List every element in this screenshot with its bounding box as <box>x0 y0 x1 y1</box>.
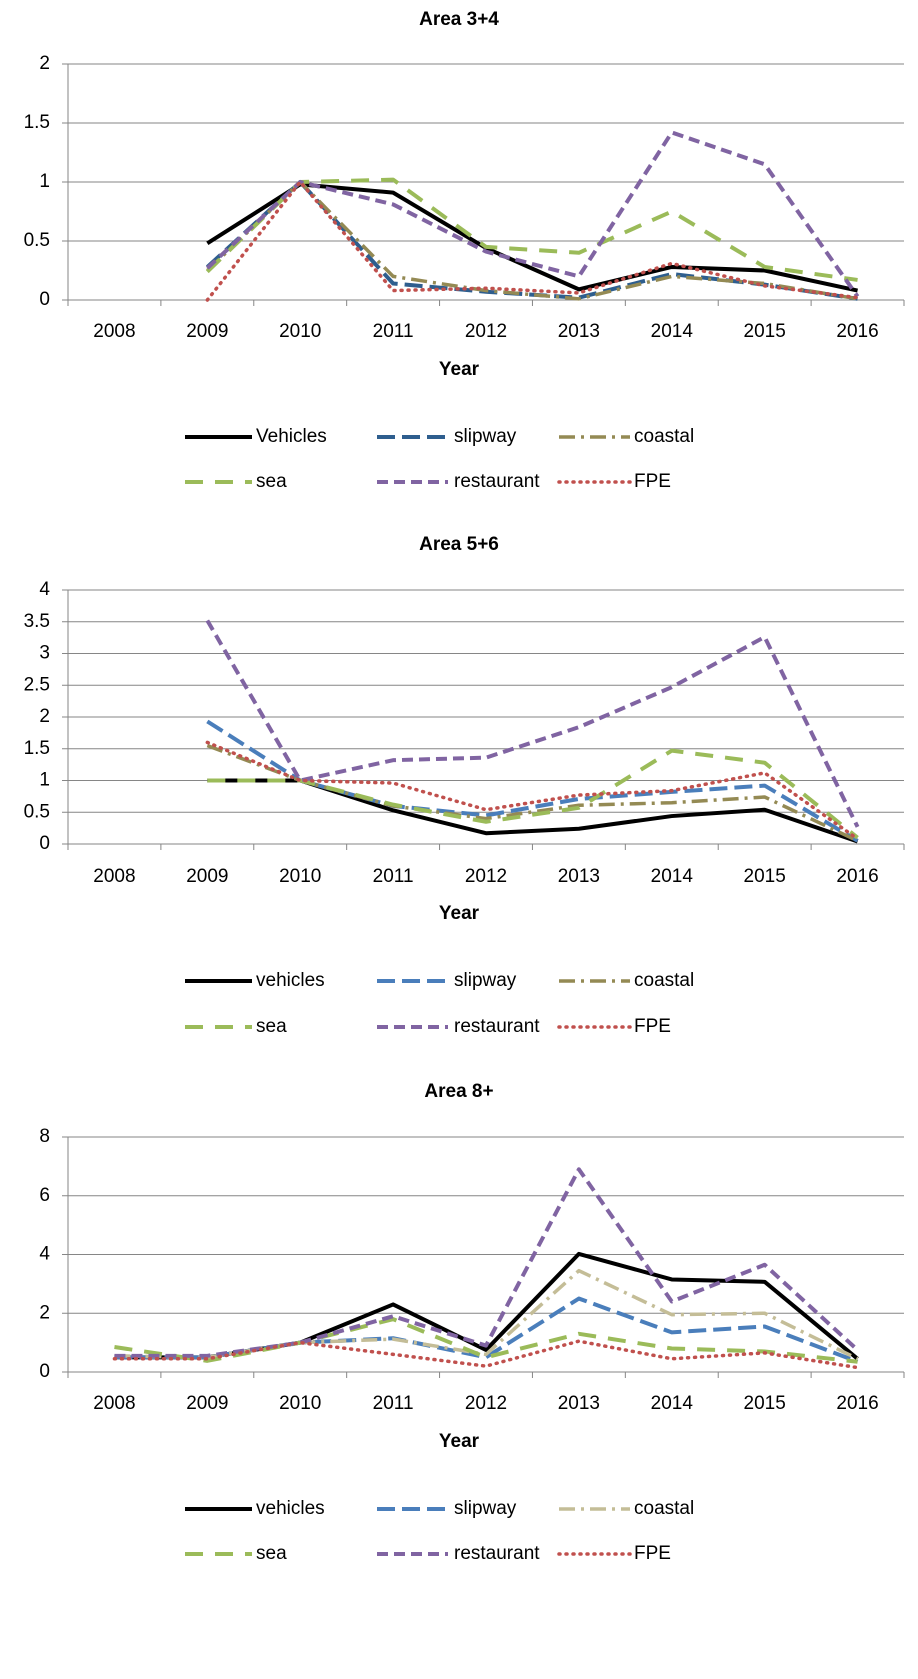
legend-label: FPE <box>634 1016 671 1037</box>
y-tick-label: 1.5 <box>24 738 50 759</box>
legend-label: restaurant <box>454 471 540 492</box>
legend-label: Vehicles <box>256 426 327 447</box>
legend-label: vehicles <box>256 1498 325 1519</box>
series-line <box>206 180 858 301</box>
x-tick-label: 2016 <box>836 866 878 887</box>
y-tick-label: 0.5 <box>24 230 50 251</box>
x-tick-label: 2012 <box>465 866 507 887</box>
x-tick-label: 2009 <box>186 866 228 887</box>
x-tick-label: 2016 <box>836 321 878 342</box>
y-tick-label: 2.5 <box>24 674 50 695</box>
x-tick-label: 2011 <box>373 321 414 342</box>
legend-label: vehicles <box>256 970 325 991</box>
y-tick-label: 1 <box>39 171 50 192</box>
y-tick-label: 4 <box>39 1244 50 1265</box>
legend-label: coastal <box>634 426 694 447</box>
x-axis-title: Year <box>439 903 480 924</box>
y-tick-label: 8 <box>39 1126 50 1147</box>
series-line <box>206 182 858 293</box>
legend-label: slipway <box>454 1498 517 1519</box>
series-line <box>207 748 859 840</box>
y-tick-label: 3.5 <box>24 611 50 632</box>
y-tick-label: 0.5 <box>24 801 50 822</box>
series-line <box>114 1167 859 1358</box>
legend-label: restaurant <box>454 1543 540 1564</box>
x-tick-label: 2016 <box>836 1393 878 1414</box>
x-tick-label: 2011 <box>373 866 414 887</box>
x-tick-label: 2013 <box>558 866 600 887</box>
y-tick-label: 1 <box>39 770 50 791</box>
x-tick-label: 2012 <box>465 1393 507 1414</box>
series-line <box>206 743 859 843</box>
series-line <box>205 130 860 298</box>
y-tick-label: 0 <box>39 1361 50 1382</box>
x-tick-label: 2008 <box>93 1393 135 1414</box>
x-tick-label: 2014 <box>651 321 694 342</box>
series-line <box>112 1339 860 1370</box>
x-tick-label: 2008 <box>93 321 135 342</box>
x-tick-label: 2013 <box>558 1393 600 1414</box>
y-tick-label: 4 <box>39 579 50 600</box>
x-tick-label: 2012 <box>465 321 507 342</box>
x-tick-label: 2008 <box>93 866 135 887</box>
series-line <box>114 1317 858 1364</box>
y-tick-label: 1.5 <box>24 112 50 133</box>
legend-label: slipway <box>454 426 517 447</box>
series-line <box>205 180 858 301</box>
x-tick-label: 2011 <box>373 1393 414 1414</box>
legend-label: sea <box>256 471 287 492</box>
x-tick-label: 2010 <box>279 321 321 342</box>
y-tick-label: 6 <box>39 1185 50 1206</box>
y-tick-label: 2 <box>39 53 50 74</box>
series-line <box>205 180 860 302</box>
x-tick-label: 2009 <box>186 1393 228 1414</box>
y-tick-label: 3 <box>39 643 50 664</box>
y-tick-label: 0 <box>39 289 50 310</box>
legend-label: sea <box>256 1016 287 1037</box>
x-tick-label: 2015 <box>744 1393 786 1414</box>
chart-title: Area 5+6 <box>419 534 499 555</box>
x-tick-label: 2009 <box>186 321 228 342</box>
series-line <box>207 778 859 844</box>
legend-label: coastal <box>634 1498 694 1519</box>
x-tick-label: 2014 <box>651 866 694 887</box>
x-tick-label: 2013 <box>558 321 600 342</box>
legend-label: FPE <box>634 471 671 492</box>
x-axis-title: Year <box>439 359 480 380</box>
x-axis-title: Year <box>439 1431 480 1452</box>
x-tick-label: 2010 <box>279 1393 321 1414</box>
x-tick-label: 2015 <box>744 866 786 887</box>
x-tick-label: 2010 <box>279 866 321 887</box>
y-tick-label: 2 <box>39 1302 50 1323</box>
legend-label: coastal <box>634 970 694 991</box>
legend-label: slipway <box>454 970 517 991</box>
x-tick-label: 2014 <box>651 1393 694 1414</box>
chart-title: Area 8+ <box>424 1081 493 1102</box>
legend-label: restaurant <box>454 1016 540 1037</box>
legend-label: FPE <box>634 1543 671 1564</box>
chart-title: Area 3+4 <box>419 9 499 30</box>
legend-label: sea <box>256 1543 287 1564</box>
series-line <box>205 740 860 841</box>
y-tick-label: 2 <box>39 706 50 727</box>
y-tick-label: 0 <box>39 833 50 854</box>
x-tick-label: 2015 <box>744 321 786 342</box>
